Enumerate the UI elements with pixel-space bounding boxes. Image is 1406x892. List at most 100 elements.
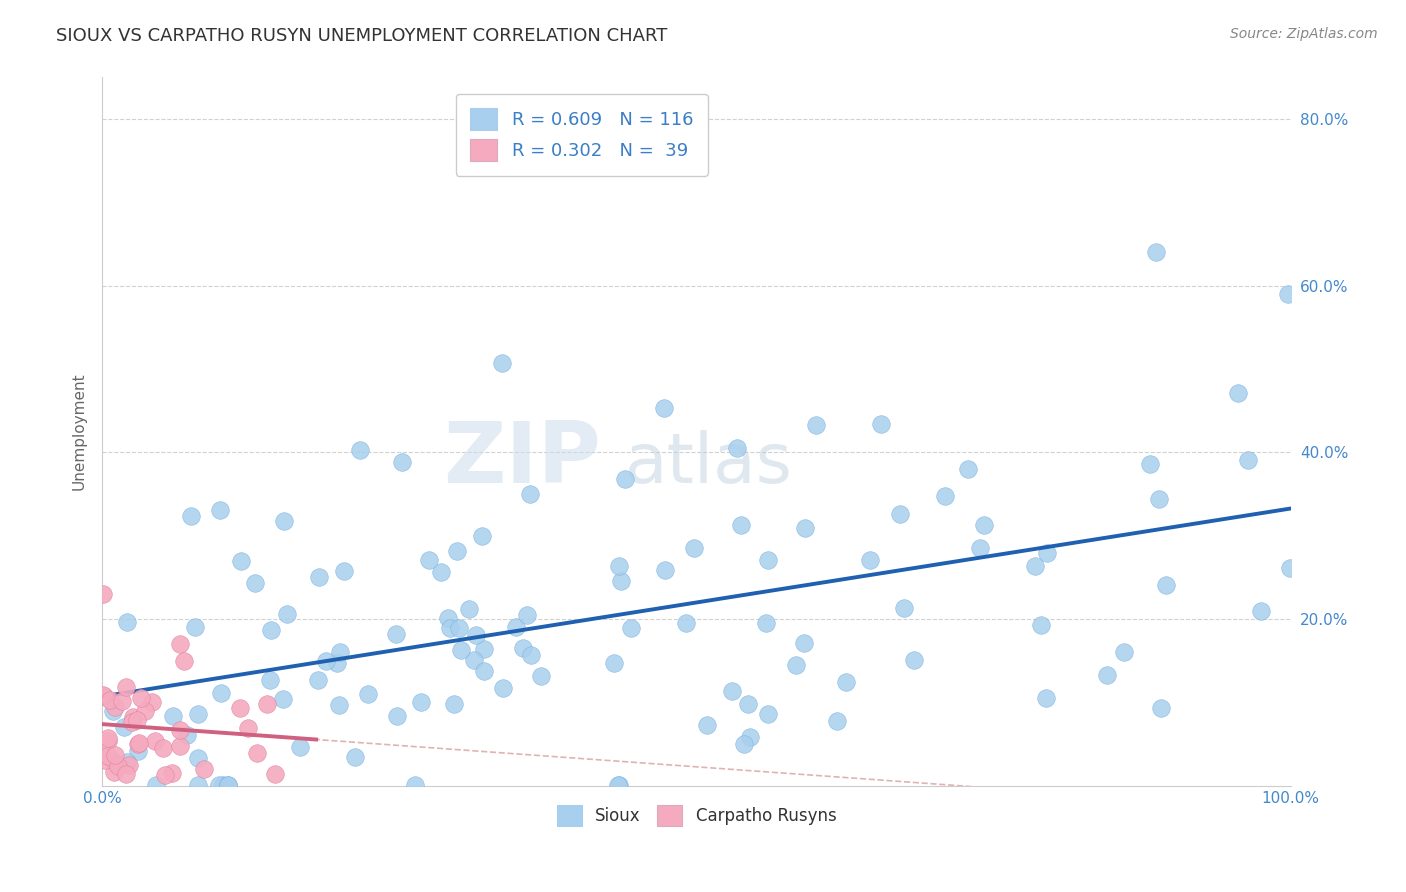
- Sioux: [721, 684, 744, 698]
- Carpatho Rusyns: [97, 734, 120, 748]
- Carpatho Rusyns: [117, 757, 139, 772]
- Carpatho Rusyns: [152, 741, 174, 756]
- Sioux: [333, 564, 356, 578]
- Sioux: [207, 778, 229, 792]
- Sioux: [471, 529, 494, 543]
- Sioux: [273, 514, 295, 528]
- Sioux: [231, 554, 253, 568]
- Carpatho Rusyns: [160, 765, 183, 780]
- Carpatho Rusyns: [246, 746, 269, 760]
- Sioux: [176, 728, 198, 742]
- Carpatho Rusyns: [143, 734, 166, 748]
- Sioux: [1095, 668, 1118, 682]
- Sioux: [112, 720, 135, 734]
- Sioux: [737, 697, 759, 711]
- Carpatho Rusyns: [114, 680, 136, 694]
- Sioux: [1279, 561, 1302, 575]
- Sioux: [243, 576, 266, 591]
- Carpatho Rusyns: [134, 705, 156, 719]
- Sioux: [520, 648, 543, 662]
- Sioux: [217, 778, 239, 792]
- Sioux: [1035, 690, 1057, 705]
- Sioux: [349, 442, 371, 457]
- Carpatho Rusyns: [97, 731, 120, 746]
- Carpatho Rusyns: [193, 762, 215, 776]
- Sioux: [675, 616, 697, 631]
- Sioux: [127, 744, 149, 758]
- Carpatho Rusyns: [169, 723, 191, 737]
- Carpatho Rusyns: [103, 755, 125, 769]
- Sioux: [418, 552, 440, 566]
- Carpatho Rusyns: [169, 739, 191, 753]
- Sioux: [793, 636, 815, 650]
- Sioux: [162, 709, 184, 723]
- Sioux: [610, 574, 633, 588]
- Sioux: [209, 686, 232, 700]
- Sioux: [443, 698, 465, 712]
- Sioux: [472, 642, 495, 657]
- Sioux: [825, 714, 848, 728]
- Sioux: [603, 656, 626, 670]
- Sioux: [290, 740, 312, 755]
- Sioux: [404, 778, 426, 792]
- Sioux: [956, 461, 979, 475]
- Sioux: [683, 541, 706, 555]
- Carpatho Rusyns: [97, 748, 120, 763]
- Sioux: [117, 755, 139, 769]
- Sioux: [654, 563, 676, 577]
- Sioux: [756, 706, 779, 721]
- Sioux: [870, 417, 893, 432]
- Sioux: [696, 718, 718, 732]
- Sioux: [186, 778, 208, 792]
- Carpatho Rusyns: [127, 737, 149, 751]
- Sioux: [387, 708, 409, 723]
- Carpatho Rusyns: [155, 768, 177, 782]
- Sioux: [806, 417, 828, 432]
- Sioux: [260, 623, 283, 637]
- Sioux: [276, 607, 298, 621]
- Sioux: [391, 455, 413, 469]
- Sioux: [1024, 558, 1046, 573]
- Sioux: [271, 691, 294, 706]
- Sioux: [516, 608, 538, 623]
- Carpatho Rusyns: [111, 694, 134, 708]
- Sioux: [430, 565, 453, 579]
- Carpatho Rusyns: [121, 710, 143, 724]
- Sioux: [607, 778, 630, 792]
- Sioux: [793, 521, 815, 535]
- Sioux: [446, 544, 468, 558]
- Sioux: [450, 642, 472, 657]
- Carpatho Rusyns: [93, 587, 115, 601]
- Sioux: [614, 472, 637, 486]
- Sioux: [530, 669, 553, 683]
- Carpatho Rusyns: [125, 713, 148, 727]
- Sioux: [969, 541, 991, 556]
- Carpatho Rusyns: [93, 688, 115, 702]
- Sioux: [326, 656, 349, 670]
- Sioux: [411, 695, 433, 709]
- Carpatho Rusyns: [141, 695, 163, 709]
- Sioux: [1237, 452, 1260, 467]
- Sioux: [491, 356, 513, 370]
- Sioux: [1250, 604, 1272, 618]
- Sioux: [1277, 287, 1299, 301]
- Sioux: [903, 653, 925, 667]
- Sioux: [512, 640, 534, 655]
- Carpatho Rusyns: [236, 722, 259, 736]
- Sioux: [212, 778, 235, 792]
- Sioux: [184, 620, 207, 634]
- Sioux: [733, 737, 755, 751]
- Carpatho Rusyns: [229, 701, 252, 715]
- Sioux: [1150, 701, 1173, 715]
- Carpatho Rusyns: [98, 692, 121, 706]
- Sioux: [652, 401, 675, 415]
- Sioux: [328, 698, 350, 712]
- Sioux: [472, 664, 495, 678]
- Sioux: [187, 751, 209, 765]
- Carpatho Rusyns: [104, 748, 127, 763]
- Sioux: [1144, 244, 1167, 259]
- Carpatho Rusyns: [93, 689, 115, 703]
- Sioux: [463, 653, 485, 667]
- Sioux: [180, 509, 202, 524]
- Text: atlas: atlas: [626, 430, 793, 497]
